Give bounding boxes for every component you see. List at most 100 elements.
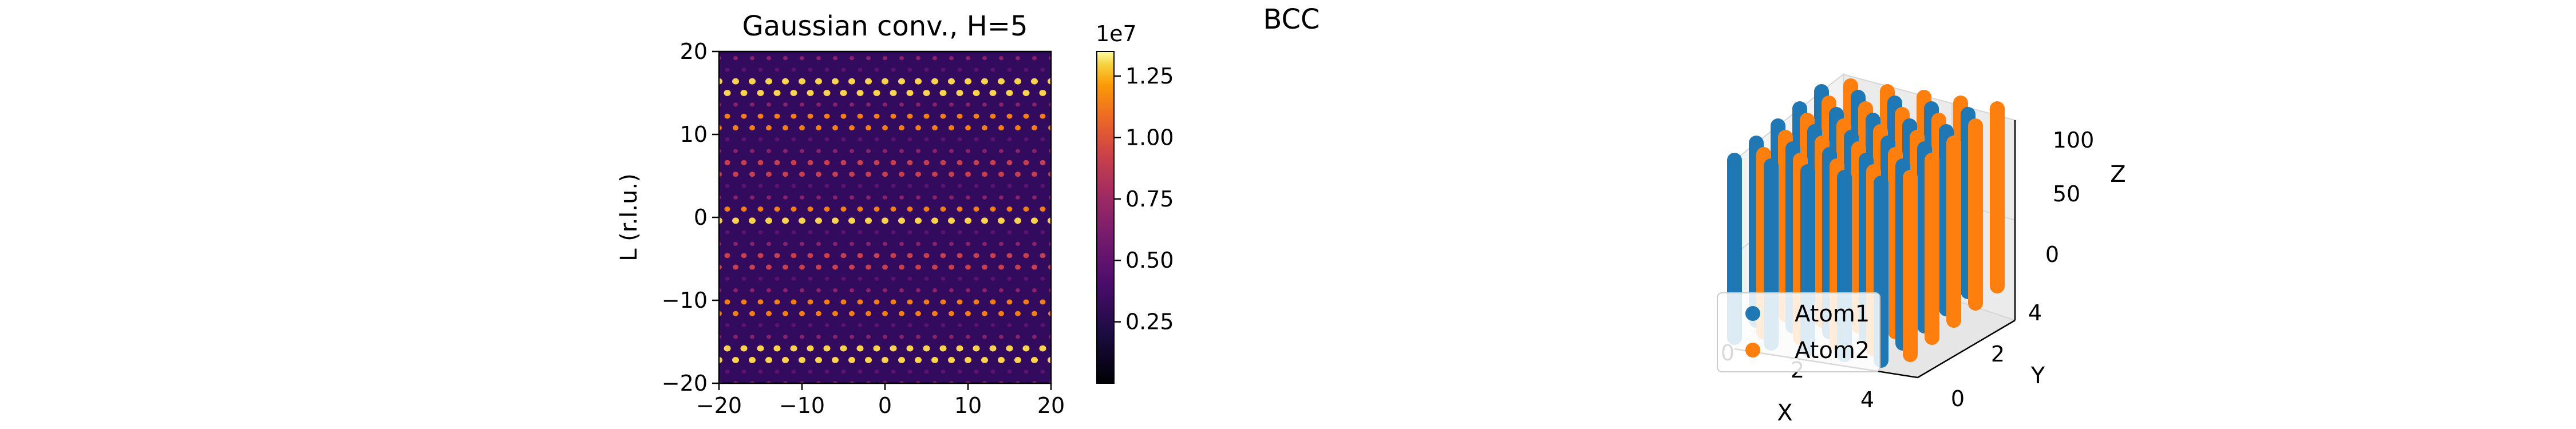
heatmap-peak (783, 56, 788, 61)
heatmap-peak (1040, 113, 1046, 119)
heatmap-peak (741, 230, 746, 235)
y-tick-label: 0 (694, 205, 708, 230)
heatmap-peak (990, 206, 996, 212)
heatmap-peak (833, 102, 837, 107)
heatmap-peak (998, 172, 1004, 177)
heatmap-peak (783, 195, 788, 200)
colorbar: 1e7 0.25 0.50 0.75 1.00 1.25 (1096, 21, 1174, 384)
heatmap-peak (733, 172, 738, 177)
heatmap-peak (774, 160, 780, 165)
legend-label-atom2: Atom2 (1795, 337, 1870, 364)
heatmap-peak (850, 241, 854, 246)
heatmap-peak (932, 311, 938, 316)
heatmap-peak (1032, 102, 1037, 107)
heatmap-peak (850, 149, 854, 153)
heatmap-peak (732, 78, 739, 85)
heatmap-peak (749, 125, 755, 130)
heatmap-peak (824, 253, 830, 259)
heatmap-peak (775, 276, 780, 281)
y-tick-label: 4 (2028, 300, 2042, 325)
heatmap-peak (791, 323, 796, 328)
heatmap-peak (982, 241, 987, 246)
heatmap-peak (824, 67, 829, 72)
heatmap-peak (966, 241, 970, 246)
heatmap-peak (874, 370, 879, 374)
heatmap-peak (866, 288, 871, 293)
heatmap-peak (840, 253, 847, 259)
z-tick-label: 0 (2045, 242, 2059, 267)
heatmap-peak (856, 90, 864, 96)
heatmap-peak (923, 253, 930, 259)
heatmap-peak (865, 217, 872, 224)
heatmap-peak (907, 253, 913, 259)
heatmap-peak (774, 299, 780, 305)
heatmap-peak (982, 195, 987, 200)
heatmap-peak (1031, 357, 1038, 363)
heatmap-peak (1032, 335, 1037, 339)
heatmap-peak (915, 357, 922, 363)
heatmap-peak (833, 241, 837, 246)
heatmap-peak (816, 311, 821, 316)
heatmap-peak (957, 137, 962, 142)
scatter3d-title: BCC (1263, 3, 1319, 35)
heatmap-peak (848, 357, 855, 363)
heatmap-peak (790, 90, 797, 96)
heatmap-peak (891, 230, 896, 235)
heatmap-peak (956, 345, 963, 352)
heatmap-peak (1015, 125, 1021, 130)
heatmap-peak (791, 160, 797, 165)
heatmap-peak (924, 137, 929, 142)
heatmap-peak (1007, 184, 1012, 188)
heatmap-peak (1006, 160, 1013, 165)
heatmap-peak (923, 90, 930, 96)
heatmap-peak (916, 149, 920, 153)
heatmap-peak (916, 56, 920, 61)
heatmap-peak (999, 149, 1003, 153)
heatmap-peak (824, 113, 830, 119)
heatmap-peak (965, 172, 971, 177)
heatmap-peak (1015, 172, 1021, 177)
z-tick-label: 100 (2053, 128, 2095, 153)
heatmap-peak (891, 323, 896, 328)
heatmap-peak (924, 370, 929, 374)
heatmap-peak (1057, 160, 1062, 165)
heatmap-peak (915, 217, 922, 224)
heatmap-peak (765, 78, 772, 85)
heatmap-peak (1040, 323, 1045, 328)
heatmap-peak (808, 230, 813, 235)
heatmap-peak (940, 299, 946, 305)
heatmap-peak (990, 253, 996, 259)
heatmap-peak (767, 195, 771, 200)
heatmap-peak (883, 149, 887, 153)
heatmap-peak (923, 299, 930, 305)
heatmap-peak (750, 335, 754, 339)
heatmap-peak (1040, 160, 1046, 165)
heatmap-peak (857, 206, 863, 212)
heatmap-peak (931, 78, 938, 85)
heatmap-peak (816, 125, 821, 130)
heatmap-peak (866, 125, 871, 130)
heatmap-peak (1048, 78, 1051, 85)
heatmap-peak (824, 206, 830, 212)
heatmap-peak (882, 78, 888, 85)
colorbar-ticks: 0.25 0.50 0.75 1.00 1.25 (1114, 63, 1174, 335)
heatmap-peak (757, 345, 764, 352)
y-tick-label: 2 (1991, 341, 2005, 367)
heatmap-peak (891, 67, 896, 72)
heatmap-plot-area (719, 51, 1062, 383)
scatter3d-chart: BCC 0 2 4 0 2 4 0 50 (1263, 3, 2125, 426)
heatmap-peak (973, 206, 979, 212)
heatmap-peak (1032, 311, 1037, 316)
heatmap-peak (982, 288, 987, 293)
heatmap-peak (966, 335, 970, 339)
heatmap-peak (999, 195, 1003, 200)
heatmap-peak (848, 78, 855, 85)
heatmap-peak (733, 264, 738, 270)
heatmap-peak (1014, 217, 1021, 224)
heatmap-peak (891, 137, 896, 142)
heatmap-peak (740, 345, 748, 352)
heatmap-peak (999, 102, 1003, 107)
heatmap-peak (799, 217, 805, 224)
heatmap-peak (807, 299, 813, 305)
heatmap-peak (933, 335, 937, 339)
